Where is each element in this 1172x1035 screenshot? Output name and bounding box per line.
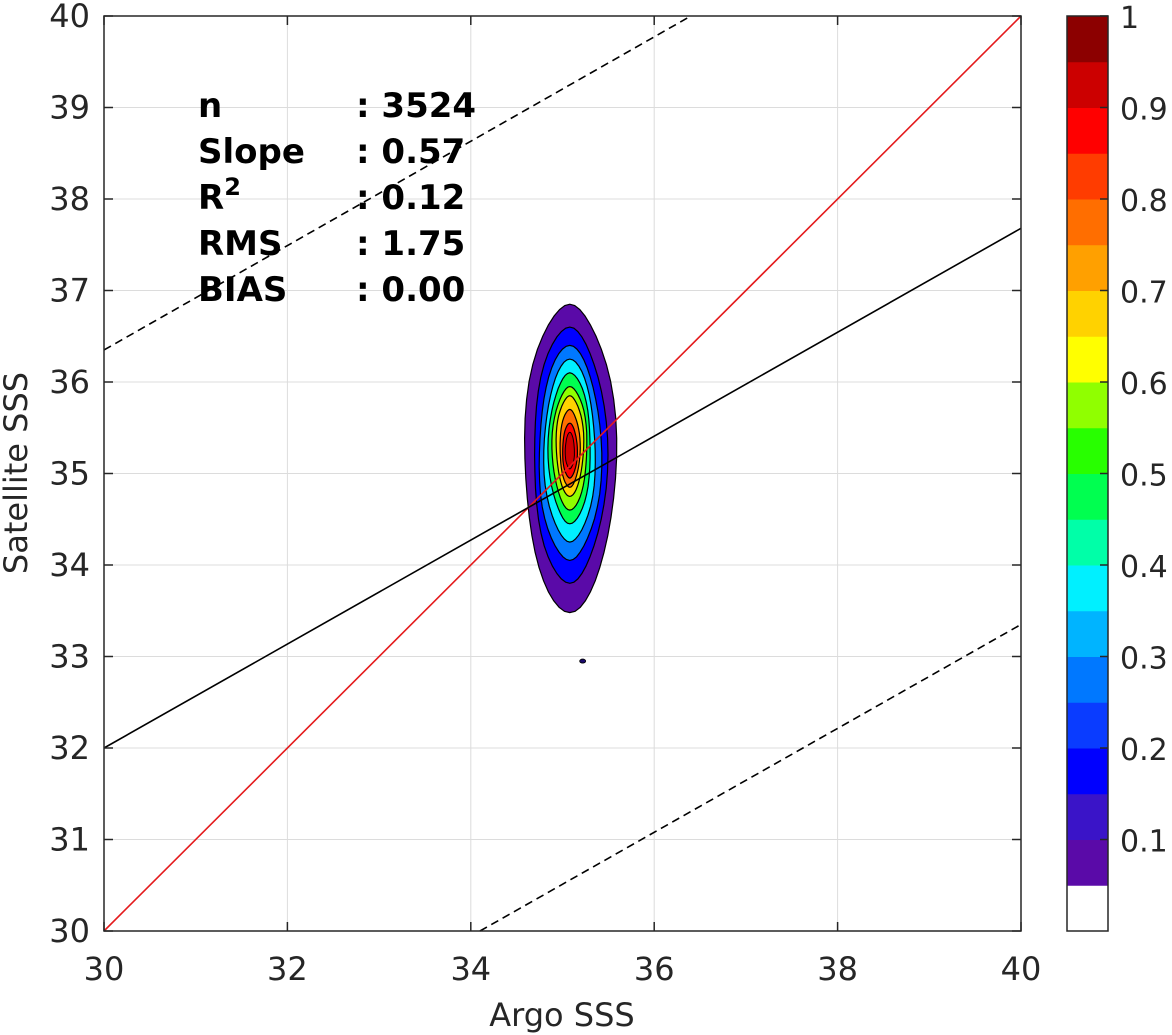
y-tick-label: 36 — [49, 363, 90, 401]
stat-label-text: Slope — [198, 132, 305, 172]
colorbar-segment — [1067, 610, 1108, 657]
upper-bound-line — [103, 15, 692, 351]
colorbar-segment — [1067, 839, 1108, 886]
stat-label-text: R — [198, 178, 224, 218]
y-tick-label: 33 — [49, 638, 90, 676]
axis-ticks: 30 32 34 36 38 40 30 31 32 33 34 35 36 37 38 39 40 — [49, 0, 1041, 988]
y-tick-label: 32 — [49, 729, 90, 767]
stat-label-text: n — [198, 86, 222, 126]
colorbar-segment — [1067, 16, 1108, 63]
y-tick-label: 40 — [49, 0, 90, 35]
colorbar-tick-label: 0.3 — [1120, 642, 1168, 677]
colorbar-tick-label: 0.4 — [1120, 550, 1168, 585]
colorbar-segment — [1067, 656, 1108, 703]
colorbar-segment — [1067, 519, 1108, 566]
colorbar-segment — [1067, 61, 1108, 108]
colorbar: 0.1 0.2 0.3 0.4 0.5 0.6 0.7 0.8 0.9 1 — [1066, 1, 1168, 932]
stat-label: BIAS — [198, 270, 287, 310]
lower-bound-line — [479, 623, 1022, 932]
x-tick-label: 40 — [1001, 950, 1042, 988]
colorbar-segment — [1067, 336, 1108, 383]
colorbar-tick-label: 0.8 — [1120, 184, 1168, 219]
colorbar-segment — [1067, 382, 1108, 429]
stat-label: R2 — [198, 173, 241, 218]
colorbar-tick-label: 0.5 — [1120, 459, 1168, 494]
y-tick-label: 34 — [49, 546, 90, 584]
x-tick-label: 30 — [84, 950, 125, 988]
x-tick-label: 38 — [817, 950, 858, 988]
colorbar-segment — [1067, 427, 1108, 474]
y-tick-label: 31 — [49, 821, 90, 859]
density-core — [564, 431, 575, 470]
colorbar-segment — [1067, 702, 1108, 749]
stat-label: Slope — [198, 132, 305, 172]
reference-lines — [103, 15, 1022, 932]
y-tick-label: 39 — [49, 89, 90, 127]
colorbar-segment — [1067, 793, 1108, 840]
colorbar-segment — [1067, 565, 1108, 612]
colorbar-segment — [1067, 885, 1108, 932]
x-tick-label: 36 — [634, 950, 675, 988]
y-axis-label: Satellite SSS — [0, 372, 35, 574]
stat-label-text: BIAS — [198, 270, 287, 310]
y-tick-label: 30 — [49, 912, 90, 950]
colorbar-segment — [1067, 473, 1108, 520]
x-axis-label: Argo SSS — [489, 996, 634, 1034]
colorbar-tick-label: 0.2 — [1120, 733, 1168, 768]
stat-label: RMS — [198, 224, 283, 264]
colorbar-segment — [1067, 199, 1108, 246]
y-tick-label: 38 — [49, 180, 90, 218]
stat-value: : 0.00 — [356, 270, 465, 310]
outlier-point — [579, 658, 587, 664]
colorbar-tick-label: 0.1 — [1120, 825, 1168, 860]
colorbar-tick-label: 0.9 — [1120, 93, 1168, 128]
stat-value: : 1.75 — [356, 224, 465, 264]
stat-label: n — [198, 86, 222, 126]
y-tick-label: 35 — [49, 455, 90, 493]
colorbar-segment — [1067, 153, 1108, 200]
density-contours — [523, 303, 618, 664]
stat-label-superscript: 2 — [224, 173, 241, 201]
stat-value: : 0.12 — [356, 178, 465, 218]
x-tick-label: 34 — [450, 950, 491, 988]
stat-value: : 3524 — [356, 86, 476, 126]
colorbar-segment — [1067, 290, 1108, 337]
colorbar-segment — [1067, 244, 1108, 291]
stat-label-text: RMS — [198, 224, 283, 264]
stat-value: : 0.57 — [356, 132, 465, 172]
colorbar-segment — [1067, 107, 1108, 154]
x-tick-label: 32 — [267, 950, 308, 988]
regression-fit-line — [103, 227, 1022, 749]
colorbar-tick-label: 0.7 — [1120, 276, 1168, 311]
colorbar-tick-label: 0.6 — [1120, 367, 1168, 402]
one-to-one-line — [103, 15, 1022, 932]
colorbar-segment — [1067, 748, 1108, 795]
y-tick-label: 37 — [49, 272, 90, 310]
statistics-annotation: n : 3524 Slope : 0.57 R2 : 0.12 RMS : 1.75 BIAS:… — [198, 86, 476, 310]
colorbar-tick-label: 1 — [1120, 1, 1139, 36]
